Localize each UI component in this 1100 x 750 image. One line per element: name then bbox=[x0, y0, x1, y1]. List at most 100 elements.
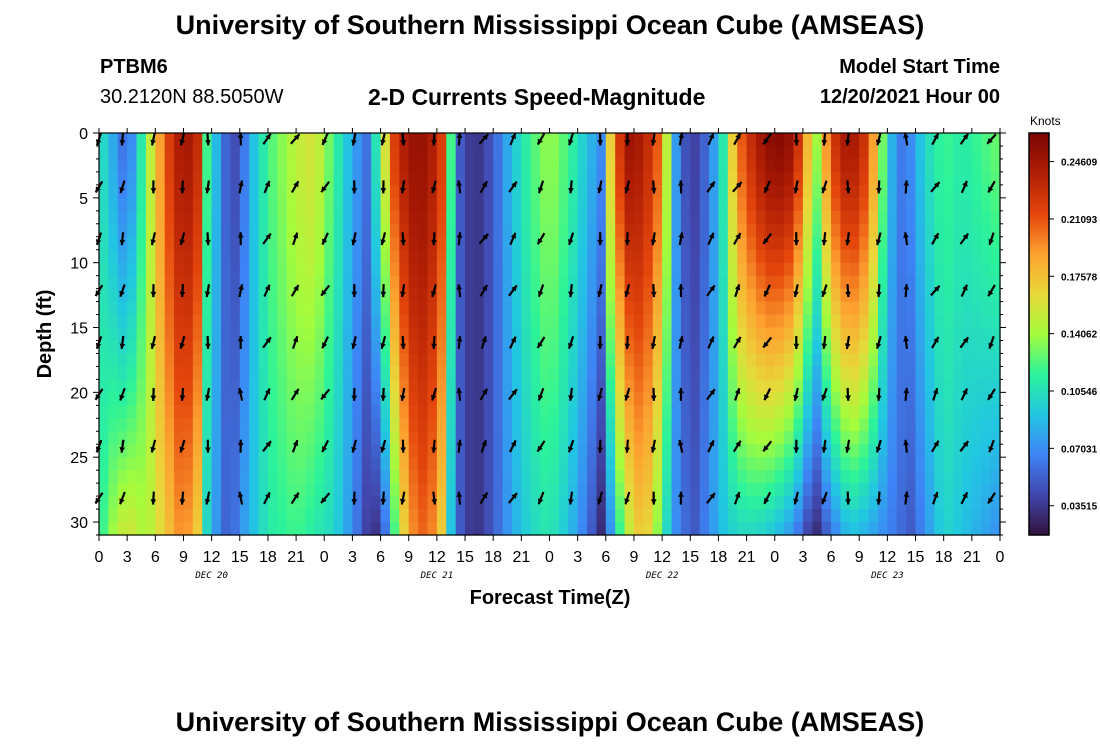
heatmap-cell bbox=[831, 327, 842, 342]
heatmap-cell bbox=[164, 483, 175, 497]
heatmap-cell bbox=[145, 457, 156, 471]
heatmap-cell bbox=[418, 496, 429, 510]
heatmap-cell bbox=[671, 379, 682, 393]
heatmap-cell bbox=[145, 314, 156, 329]
heatmap-cell bbox=[164, 509, 175, 523]
heatmap-cell bbox=[258, 288, 269, 303]
current-arrow bbox=[568, 283, 574, 298]
heatmap-cell bbox=[436, 314, 447, 329]
heatmap-cell bbox=[643, 470, 654, 484]
heatmap-cell bbox=[549, 353, 560, 368]
heatmap-cell bbox=[915, 470, 926, 484]
heatmap-cell bbox=[343, 249, 354, 264]
current-arrow bbox=[150, 180, 157, 194]
heatmap-cell bbox=[709, 184, 720, 199]
heatmap-cell bbox=[915, 314, 926, 329]
heatmap-cell bbox=[727, 405, 738, 419]
heatmap-cell bbox=[671, 145, 682, 160]
heatmap-cell bbox=[174, 509, 185, 523]
current-arrow bbox=[179, 491, 186, 505]
heatmap-cell bbox=[230, 133, 241, 147]
heatmap-cell bbox=[802, 353, 813, 368]
heatmap-cell bbox=[793, 171, 804, 186]
heatmap-cell bbox=[314, 262, 325, 277]
heatmap-cell bbox=[174, 249, 185, 264]
heatmap-cell bbox=[784, 379, 795, 393]
heatmap-cell bbox=[502, 275, 513, 290]
heatmap-cell bbox=[127, 249, 138, 264]
heatmap-cell bbox=[934, 210, 945, 225]
heatmap-cell bbox=[549, 145, 560, 160]
heatmap-cell bbox=[849, 197, 860, 212]
heatmap-cell bbox=[117, 431, 128, 445]
heatmap-cell bbox=[399, 496, 410, 510]
heatmap-cell bbox=[784, 171, 795, 186]
heatmap-cell bbox=[718, 223, 729, 238]
heatmap-cell bbox=[662, 210, 673, 225]
heatmap-cell bbox=[399, 366, 410, 380]
heatmap-cell bbox=[493, 353, 504, 368]
heatmap-cell bbox=[596, 133, 607, 147]
heatmap-cell bbox=[343, 197, 354, 212]
current-arrow bbox=[508, 284, 518, 297]
heatmap-cell bbox=[446, 340, 457, 355]
heatmap-cell bbox=[211, 340, 222, 355]
heatmap-cell bbox=[812, 444, 823, 458]
heatmap-cell bbox=[624, 210, 635, 225]
heatmap-cell bbox=[127, 431, 138, 445]
heatmap-cell bbox=[755, 522, 766, 536]
heatmap-cell bbox=[427, 171, 438, 186]
heatmap-cell bbox=[164, 236, 175, 251]
heatmap-cell bbox=[840, 301, 851, 316]
heatmap-cell bbox=[127, 158, 138, 173]
heatmap-cell bbox=[624, 288, 635, 303]
heatmap-cell bbox=[230, 496, 241, 510]
heatmap-cell bbox=[127, 470, 138, 484]
heatmap-cell bbox=[896, 171, 907, 186]
heatmap-cell bbox=[615, 340, 626, 355]
heatmap-cell bbox=[493, 366, 504, 380]
heatmap-cell bbox=[812, 197, 823, 212]
heatmap-cell bbox=[699, 418, 710, 432]
heatmap-cell bbox=[324, 405, 335, 419]
heatmap-cell bbox=[211, 431, 222, 445]
current-arrow bbox=[763, 180, 771, 194]
heatmap-cell bbox=[906, 249, 917, 264]
heatmap-cell bbox=[99, 483, 109, 497]
heatmap-cell bbox=[239, 197, 250, 212]
heatmap-cell bbox=[746, 431, 757, 445]
heatmap-cell bbox=[962, 275, 973, 290]
heatmap-cell bbox=[549, 262, 560, 277]
heatmap-cell bbox=[924, 210, 935, 225]
heatmap-cell bbox=[371, 353, 382, 368]
heatmap-cell bbox=[849, 314, 860, 329]
heatmap-cell bbox=[549, 236, 560, 251]
heatmap-cell bbox=[465, 470, 476, 484]
heatmap-cell bbox=[774, 223, 785, 238]
heatmap-cell bbox=[943, 184, 954, 199]
heatmap-cell bbox=[868, 301, 879, 316]
heatmap-cell bbox=[831, 509, 842, 523]
heatmap-cell bbox=[239, 171, 250, 186]
heatmap-cell bbox=[371, 444, 382, 458]
heatmap-cell bbox=[577, 262, 588, 277]
heatmap-cell bbox=[615, 262, 626, 277]
heatmap-cell bbox=[680, 509, 691, 523]
heatmap-cell bbox=[652, 236, 663, 251]
heatmap-cell bbox=[971, 340, 982, 355]
heatmap-cell bbox=[877, 522, 888, 536]
heatmap-cell bbox=[558, 184, 569, 199]
heatmap-cell bbox=[164, 366, 175, 380]
heatmap-cell bbox=[239, 275, 250, 290]
heatmap-cell bbox=[380, 301, 391, 316]
heatmap-cell bbox=[202, 301, 213, 316]
heatmap-cell bbox=[474, 509, 485, 523]
heatmap-cell bbox=[737, 262, 748, 277]
heatmap-cell bbox=[840, 431, 851, 445]
heatmap-cell bbox=[727, 327, 738, 342]
heatmap-cell bbox=[305, 327, 316, 342]
current-arrow bbox=[597, 180, 603, 194]
heatmap-cell bbox=[540, 184, 551, 199]
heatmap-cell bbox=[267, 158, 278, 173]
heatmap-cell bbox=[474, 275, 485, 290]
